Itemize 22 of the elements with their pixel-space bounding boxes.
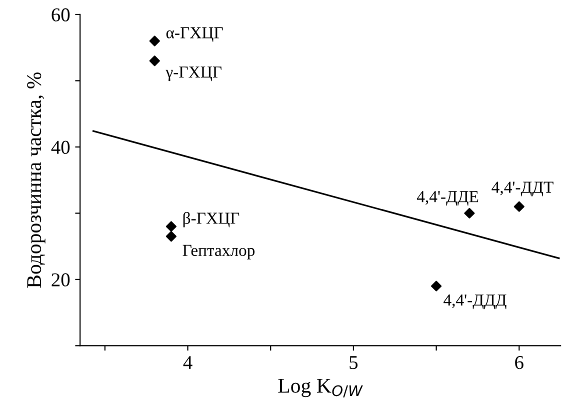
point [166,231,177,242]
annotation: 4,4'-ДДЕ [416,191,478,206]
y-tick-label: 60 [52,8,70,22]
x-tick-label: 4 [183,356,192,369]
annotation: Гептахлор [182,244,255,260]
x-tick-label: 5 [350,356,358,370]
y-axis-title: Водорозчинна частка, % [27,72,46,288]
y-tick-label: 20 [52,273,70,286]
point [149,56,160,66]
annotation: 4,4'-ДДТ [492,182,554,196]
point [514,201,524,212]
x-tick-label: 6 [515,356,524,370]
point [430,280,442,292]
annotation: β-ГХЦГ [183,212,240,228]
point [166,221,177,232]
annotation: α-ГХЦГ [166,27,223,42]
x-axis-title: Log K$_{O/W}$ [278,378,363,398]
annotation: γ-ГХЦГ [166,66,222,82]
annotation: 4,4'-ДДД [444,294,506,310]
point [464,208,475,219]
y-tick-label: 40 [51,140,70,154]
point [149,36,160,46]
